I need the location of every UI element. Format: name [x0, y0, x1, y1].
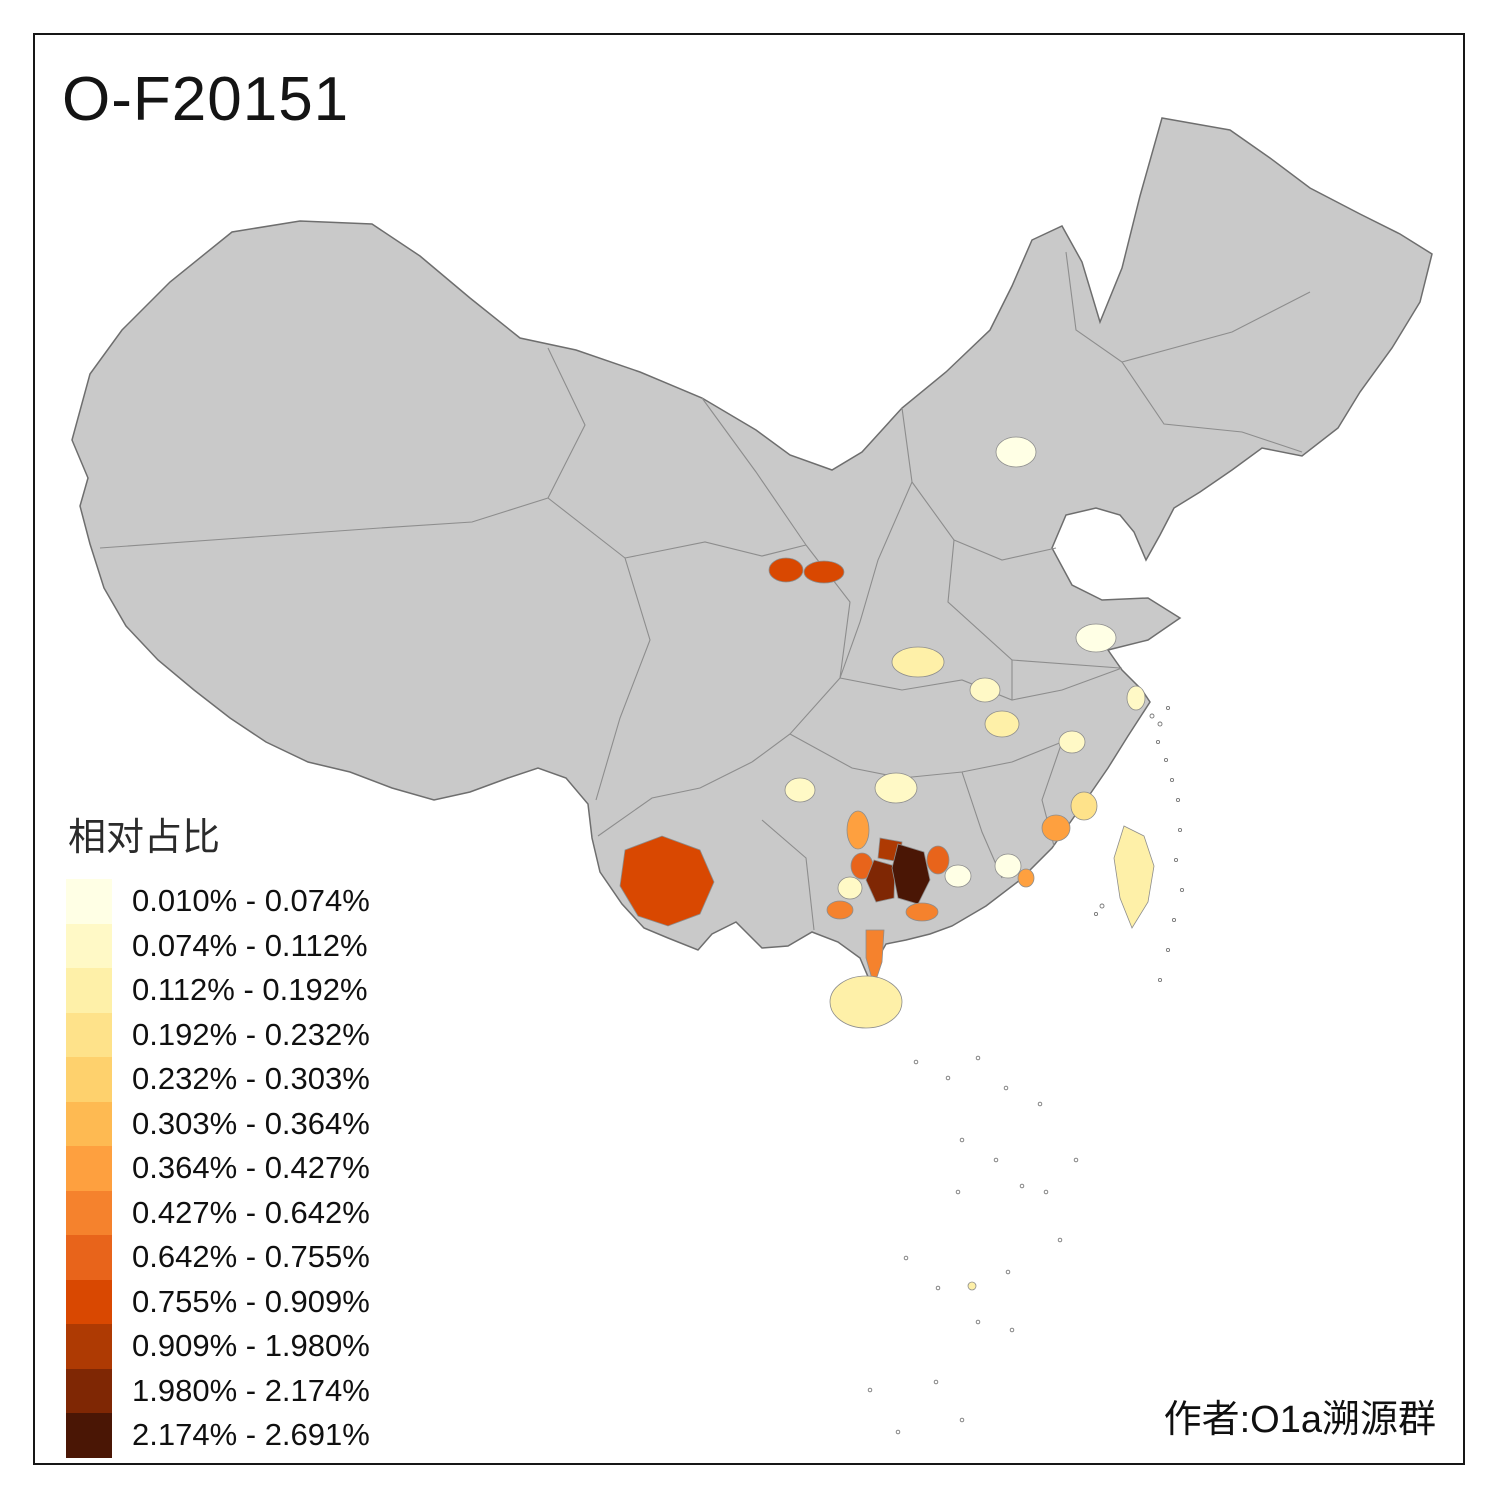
legend-swatch [66, 968, 112, 1013]
legend-title: 相对占比 [68, 817, 221, 859]
legend-swatch [66, 923, 112, 968]
province-borders [99, 251, 1311, 931]
colored-regions [619, 436, 1155, 1291]
map-region-anhui-south [1058, 730, 1086, 754]
legend-item: 0.192% - 0.232% [66, 1012, 370, 1057]
map-region-gansu-west [768, 557, 804, 583]
map-region-fujian-coast [1041, 814, 1071, 842]
legend-label: 0.755% - 0.909% [132, 1283, 370, 1319]
legend-swatch [66, 1057, 112, 1102]
legend-swatch [66, 1190, 112, 1235]
map-region-beijing [995, 436, 1037, 468]
map-region-zhejiang-coast [1070, 791, 1098, 821]
map-region-hunan [874, 772, 918, 804]
map-region-gansu-east [803, 560, 845, 584]
map-region-guangxi-north-strip [846, 810, 870, 850]
legend-label: 0.074% - 0.112% [132, 927, 368, 963]
legend-swatch [66, 879, 112, 924]
legend-label: 0.010% - 0.074% [132, 883, 370, 919]
legend-item: 0.010% - 0.074% [66, 879, 370, 924]
legend-item: 0.755% - 0.909% [66, 1279, 370, 1324]
legend-item: 0.232% - 0.303% [66, 1057, 370, 1102]
legend-label: 2.174% - 2.691% [132, 1417, 370, 1453]
map-region-yunnan-west [619, 835, 715, 927]
legend-item: 0.364% - 0.427% [66, 1146, 370, 1191]
page-title: O-F20151 [62, 65, 350, 134]
map-region-jiangsu [1075, 623, 1117, 653]
legend-swatch [66, 1012, 112, 1057]
legend-label: 0.642% - 0.755% [132, 1239, 370, 1275]
legend-item: 0.909% - 1.980% [66, 1324, 370, 1369]
legend-item: 0.427% - 0.642% [66, 1190, 370, 1235]
legend-item: 0.112% - 0.192% [66, 968, 370, 1013]
legend-swatch [66, 1235, 112, 1280]
author-credit: 作者:O1a溯源群 [1163, 1399, 1436, 1441]
legend-swatch [66, 1279, 112, 1324]
map-region-hubei-east [984, 710, 1020, 738]
legend-label: 0.303% - 0.364% [132, 1105, 370, 1141]
legend-label: 0.364% - 0.427% [132, 1150, 370, 1186]
south-china-sea-islets [867, 705, 1185, 1435]
legend-item: 0.074% - 0.112% [66, 923, 370, 968]
map-region-leizhou [865, 929, 885, 988]
legend-label: 0.427% - 0.642% [132, 1194, 370, 1230]
legend-swatch [66, 1101, 112, 1146]
legend-label: 0.192% - 0.232% [132, 1016, 370, 1052]
map-region-guangxi-dark-west [865, 859, 896, 903]
legend-item: 0.303% - 0.364% [66, 1101, 370, 1146]
map-region-hainan [829, 975, 903, 1029]
map-region-guangdong-north-pale [944, 864, 972, 888]
legend-label: 0.232% - 0.303% [132, 1061, 370, 1097]
map-region-shanghai [1126, 685, 1146, 711]
map-region-chaoshan [1017, 868, 1035, 888]
map-region-taiwan [1113, 825, 1155, 929]
legend-swatch [66, 1368, 112, 1413]
map-region-guangxi-southwest [826, 900, 854, 920]
legend-label: 0.909% - 1.980% [132, 1328, 370, 1364]
map-region-guizhou [784, 777, 816, 803]
legend-item: 1.980% - 2.174% [66, 1368, 370, 1413]
legend-item: 2.174% - 2.691% [66, 1413, 370, 1458]
legend-item: 0.642% - 0.755% [66, 1235, 370, 1280]
map-region-hubei-west [969, 677, 1001, 703]
map-region-jiangxi-south [994, 853, 1022, 879]
map-region-guangdong-west [905, 902, 939, 922]
legend: 相对占比 0.010% - 0.074% 0.074% - 0.112% 0.112… [66, 806, 370, 1458]
legend-label: 1.980% - 2.174% [132, 1372, 370, 1408]
map-region-henan [891, 646, 945, 678]
legend-items: 0.010% - 0.074% 0.074% - 0.112% 0.112% - 0… [66, 879, 370, 1458]
legend-swatch [66, 1146, 112, 1191]
plot-frame [33, 33, 1465, 1465]
legend-swatch [66, 1413, 112, 1458]
legend-swatch [66, 1324, 112, 1369]
map-region-south-sea-islet [967, 1281, 977, 1291]
legend-label: 0.112% - 0.192% [132, 972, 368, 1008]
map-region-guangxi-east-red [926, 845, 950, 875]
map-region-guangxi-cream [837, 876, 863, 900]
mainland-outline [71, 117, 1433, 989]
